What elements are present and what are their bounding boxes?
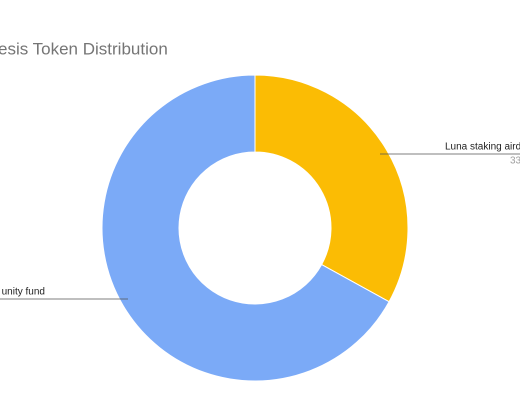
slice-value-label: 33 [510,156,520,167]
chart-title: esis Token Distribution [0,39,168,58]
slice-label: Luna staking aird [445,142,520,153]
donut-slice [101,74,390,382]
donut-slice [254,74,409,303]
slice-label: unity fund [2,287,45,298]
